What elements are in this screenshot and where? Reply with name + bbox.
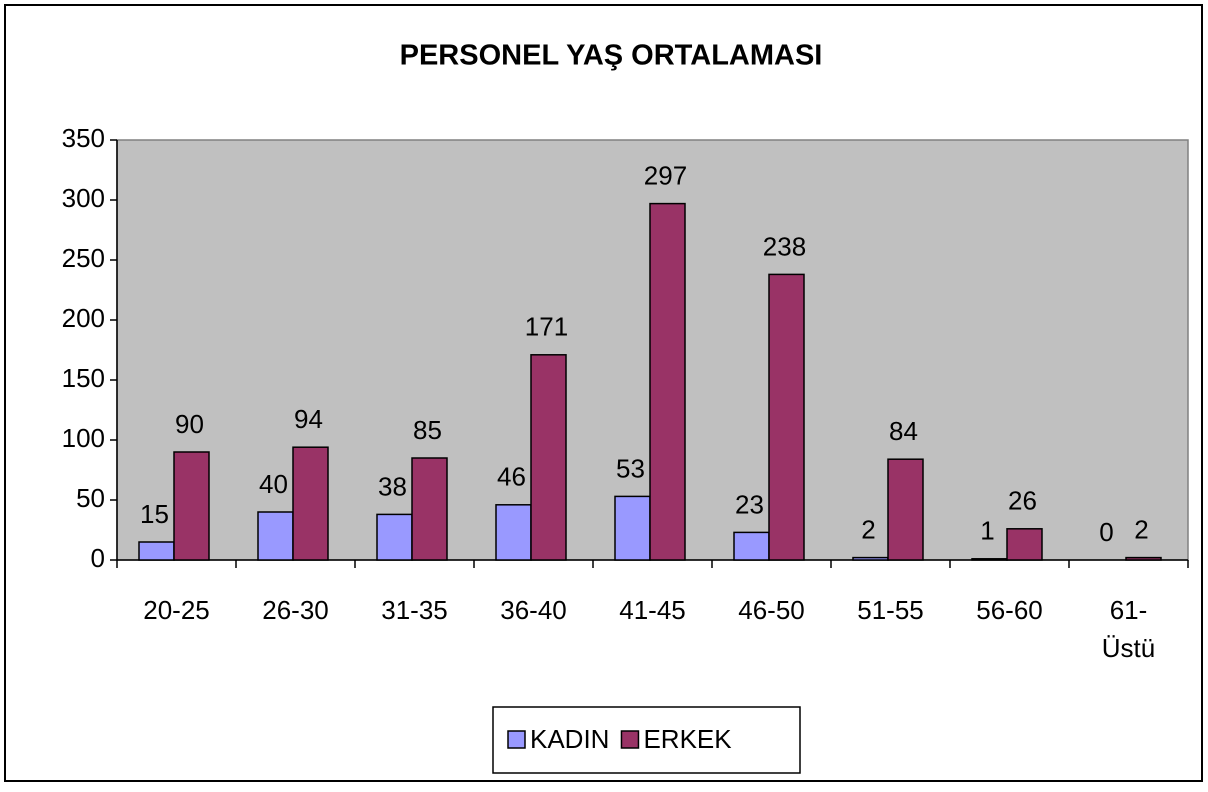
- y-tick-label: 250: [62, 243, 105, 273]
- bar: [411, 457, 448, 561]
- x-tick-label: 36-40: [500, 595, 567, 625]
- x-tick-label: 41-45: [619, 595, 686, 625]
- value-label: 84: [889, 416, 918, 446]
- bar: [530, 354, 567, 561]
- y-tick-label: 100: [62, 423, 105, 453]
- bar: [495, 504, 532, 561]
- bar: [1125, 556, 1162, 561]
- value-label: 26: [1008, 486, 1037, 516]
- value-label: 23: [735, 489, 764, 519]
- y-tick-label: 300: [62, 183, 105, 213]
- x-tick-label: 31-35: [381, 595, 448, 625]
- legend-box: [492, 706, 801, 774]
- bar: [1006, 528, 1043, 561]
- y-tick-label: 50: [76, 483, 105, 513]
- y-tick-label: 0: [91, 543, 105, 573]
- bar: [257, 511, 294, 561]
- value-label: 53: [616, 453, 645, 483]
- legend-swatch: [507, 730, 526, 749]
- x-tick-label: 46-50: [738, 595, 805, 625]
- value-label: 2: [861, 514, 875, 544]
- value-label: 94: [294, 404, 323, 434]
- chart-title: PERSONEL YAŞ ORTALAMASI: [400, 40, 823, 72]
- legend-label: KADIN: [530, 724, 609, 754]
- x-tick-label: 51-55: [857, 595, 924, 625]
- value-label: 297: [644, 160, 687, 190]
- value-label: 15: [140, 499, 169, 529]
- value-label: 40: [259, 469, 288, 499]
- y-tick-label: 150: [62, 363, 105, 393]
- x-tick-label: 61-Üstü: [1102, 595, 1155, 663]
- legend-swatch: [620, 730, 640, 749]
- bar: [138, 541, 175, 561]
- bar: [649, 202, 686, 561]
- bar: [173, 451, 210, 561]
- value-label: 46: [497, 462, 526, 492]
- value-label: 0: [1099, 517, 1113, 547]
- x-tick-label: 56-60: [976, 595, 1043, 625]
- bar: [852, 556, 889, 561]
- value-label: 1: [980, 516, 994, 546]
- x-tick-label: 26-30: [262, 595, 329, 625]
- value-label: 171: [525, 312, 568, 342]
- bar: [768, 273, 805, 561]
- bar: [733, 531, 770, 561]
- y-tick-label: 200: [62, 303, 105, 333]
- bar: [292, 446, 329, 561]
- value-label: 85: [413, 415, 442, 445]
- value-label: 238: [763, 231, 806, 261]
- x-tick-label: 20-25: [143, 595, 210, 625]
- value-label: 90: [175, 409, 204, 439]
- y-tick-label: 350: [62, 123, 105, 153]
- value-label: 2: [1134, 514, 1148, 544]
- bar: [971, 558, 1008, 561]
- bar: [887, 458, 924, 561]
- bar: [614, 495, 651, 561]
- bar: [376, 513, 413, 561]
- legend-label: ERKEK: [643, 724, 732, 754]
- value-label: 38: [378, 471, 407, 501]
